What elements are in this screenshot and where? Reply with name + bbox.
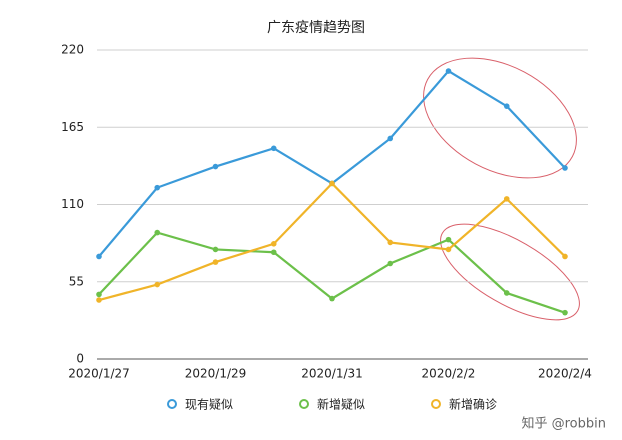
data-point: [154, 229, 161, 236]
y-tick-label: 110: [61, 197, 84, 211]
data-point: [445, 68, 452, 74]
data-point: [445, 236, 452, 243]
data-point: [445, 246, 452, 253]
data-point: [503, 103, 510, 109]
data-point: [212, 246, 219, 253]
data-point: [387, 135, 394, 142]
chart-title: 广东疫情趋势图: [267, 20, 365, 36]
x-tick-label: 2020/1/29: [185, 367, 247, 381]
data-point: [270, 241, 277, 247]
data-point: [387, 239, 394, 246]
legend-label: 新增确诊: [449, 397, 497, 412]
data-point: [562, 309, 568, 316]
x-tick-label: 2020/2/2: [422, 367, 476, 381]
legend-marker: [431, 399, 441, 409]
y-tick-label: 55: [69, 274, 84, 288]
data-point: [503, 290, 510, 296]
watermark: 知乎 @robbin: [521, 416, 606, 432]
data-point: [212, 163, 219, 170]
data-point: [329, 180, 335, 187]
annotation-circle: [423, 57, 577, 179]
legend-marker: [299, 399, 309, 409]
legend-label: 现有疑似: [185, 397, 233, 412]
annotation-circle: [440, 223, 580, 321]
data-point: [387, 260, 394, 267]
data-point: [212, 259, 219, 265]
data-point: [503, 196, 510, 202]
x-tick-label: 2020/1/27: [68, 367, 130, 381]
data-point: [562, 165, 568, 171]
y-tick-label: 220: [61, 43, 84, 57]
data-point: [96, 297, 102, 303]
legend-marker: [167, 399, 177, 409]
data-point: [562, 253, 568, 260]
y-tick-label: 165: [61, 120, 84, 134]
legend-label: 新增疑似: [317, 397, 365, 412]
y-tick-label: 0: [76, 352, 84, 366]
data-point: [96, 291, 102, 298]
data-point: [154, 184, 161, 191]
data-point: [270, 249, 277, 256]
series-line: [98, 69, 566, 258]
data-point: [154, 281, 161, 288]
data-point: [96, 253, 102, 260]
x-tick-label: 2020/2/4: [538, 367, 592, 381]
data-point: [270, 145, 277, 152]
x-tick-label: 2020/1/31: [301, 367, 363, 381]
data-point: [329, 295, 335, 302]
